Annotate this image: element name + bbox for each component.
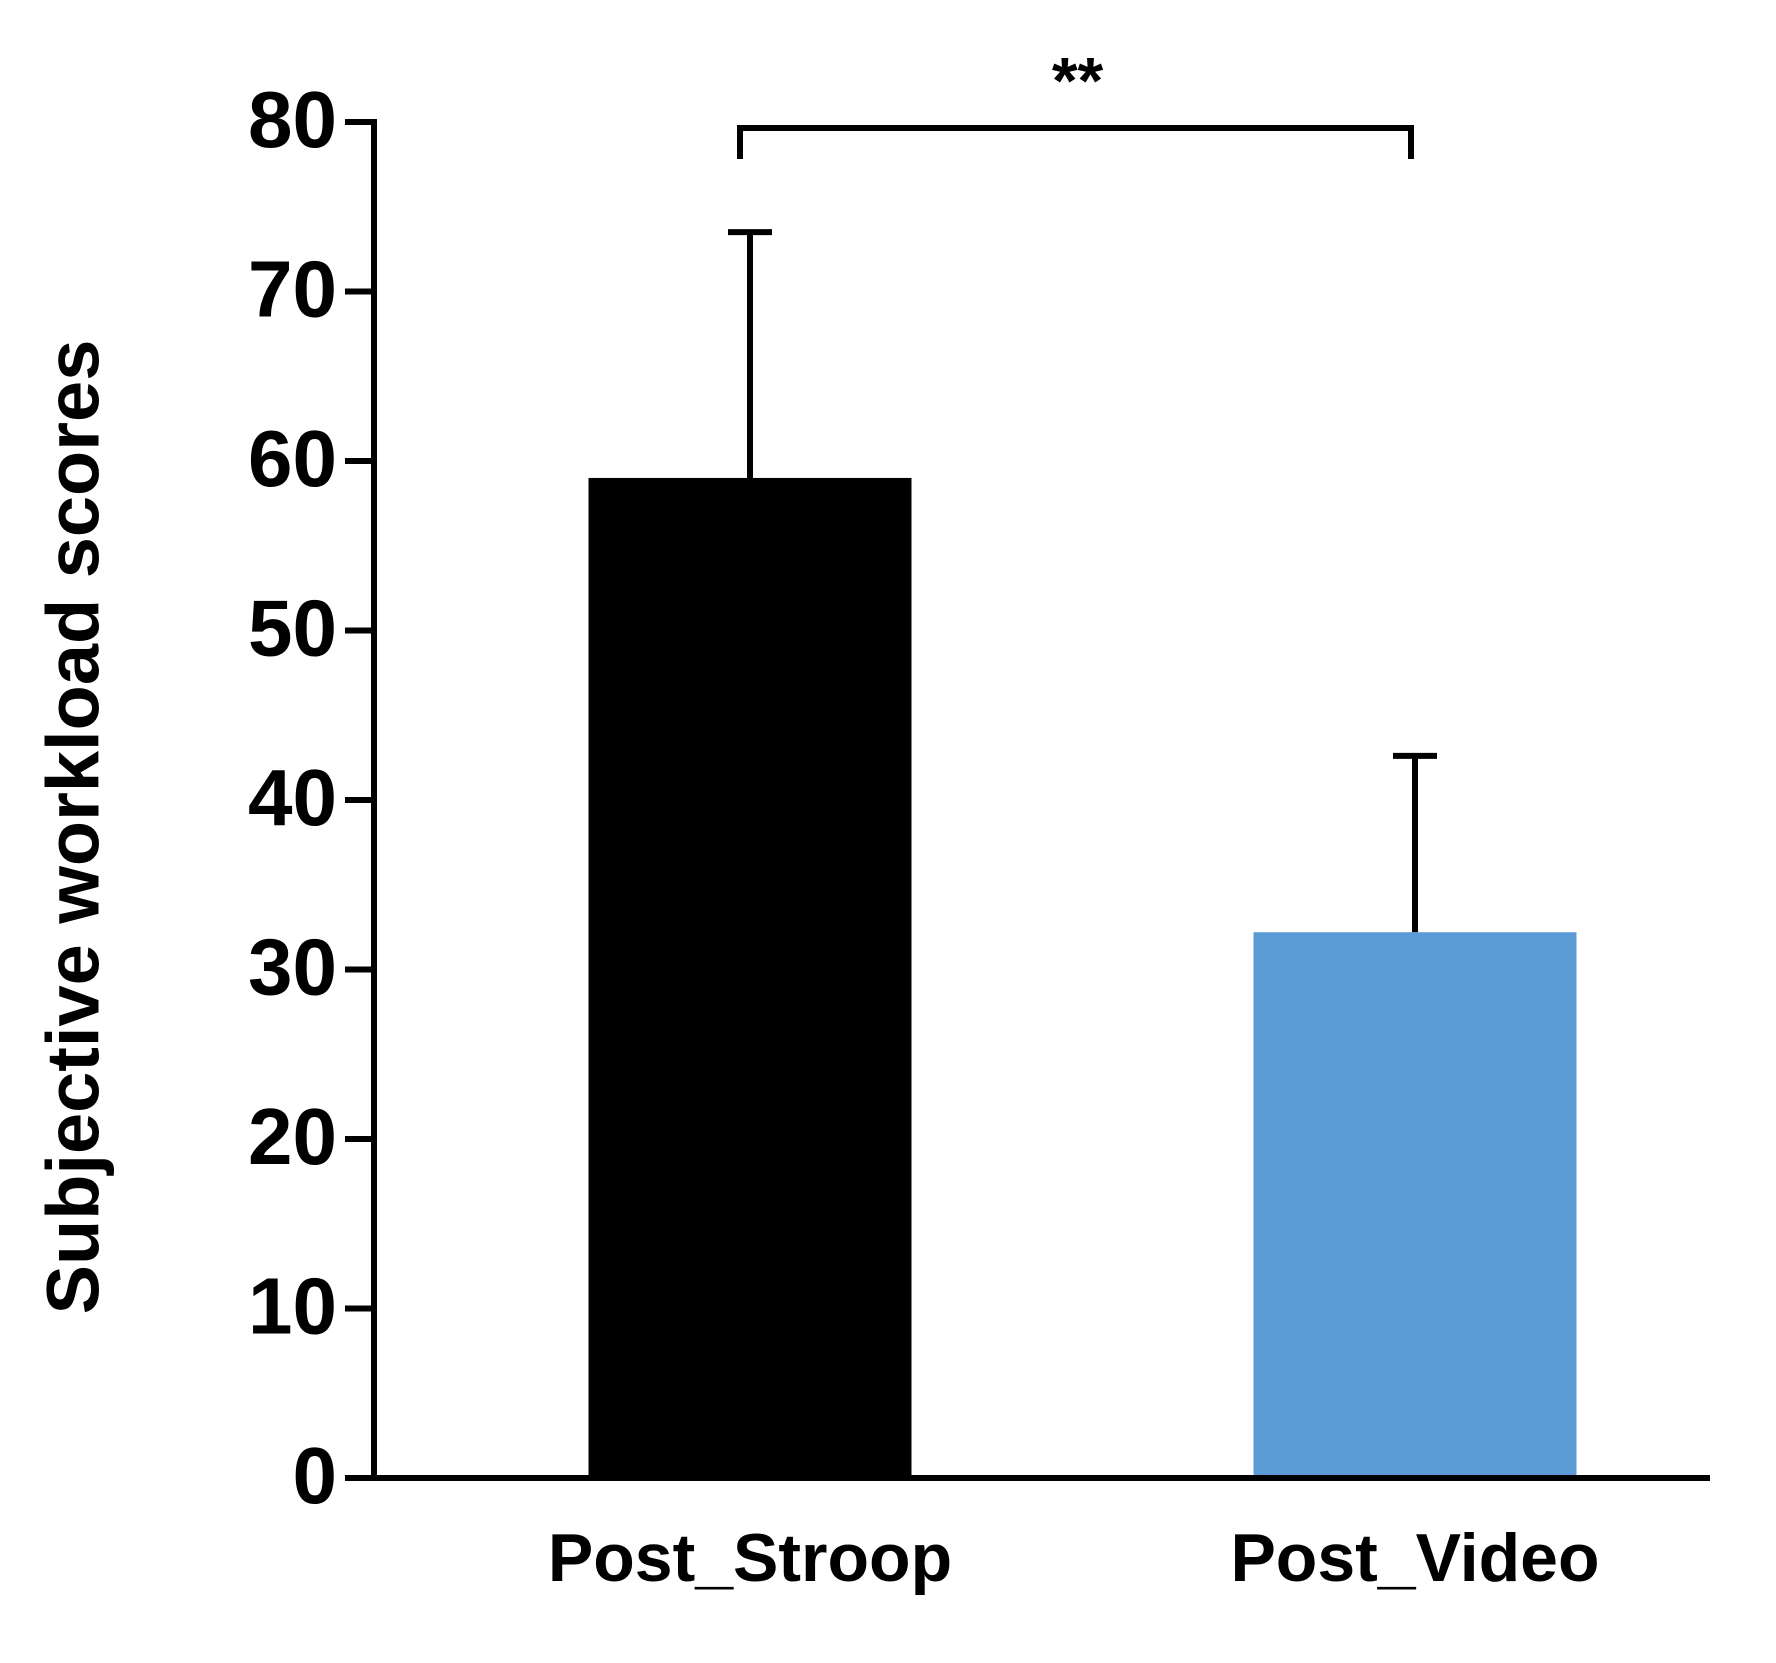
y-tick-label: 80 <box>248 75 337 164</box>
y-tick-label: 0 <box>293 1431 338 1520</box>
bar <box>1253 932 1577 1478</box>
y-tick-label: 50 <box>248 584 337 673</box>
y-tick-label: 10 <box>248 1262 337 1351</box>
x-tick-label: Post_Stroop <box>548 1520 952 1596</box>
y-tick-label: 20 <box>248 1092 337 1181</box>
y-tick-label: 60 <box>248 414 337 503</box>
y-tick-label: 40 <box>248 753 337 842</box>
bar <box>588 477 912 1478</box>
annotation: ** <box>1052 43 1104 117</box>
x-tick-label: Post_Video <box>1230 1520 1599 1596</box>
y-tick-label: 70 <box>248 245 337 334</box>
significance-bracket <box>737 125 1414 159</box>
y-tick-label: 30 <box>248 923 337 1012</box>
y-axis-label: Subjective workload scores <box>32 340 115 1315</box>
